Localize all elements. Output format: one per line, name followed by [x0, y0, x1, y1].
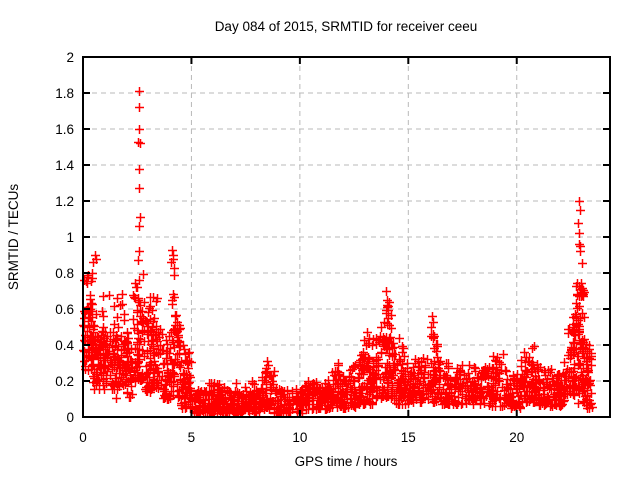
x-tick-label: 10 [292, 430, 307, 445]
y-tick-label: 0.2 [55, 374, 74, 389]
x-tick-label: 15 [401, 430, 416, 445]
axis-ticks [82, 56, 610, 418]
x-tick-label: 0 [79, 430, 87, 445]
y-tick-label: 2 [66, 50, 74, 65]
y-tick-label: 0.8 [55, 266, 74, 281]
y-tick-label: 0.6 [55, 302, 74, 317]
y-tick-label: 0.4 [55, 338, 74, 353]
axis-tick-labels: 0 5 10 15 20 0 0.2 0.4 0.6 0.8 1 1.2 1.4 1.6 1.8 2 [55, 50, 524, 445]
x-tick-label: 20 [509, 430, 524, 445]
grid-lines [83, 57, 610, 417]
scatter-points [79, 87, 597, 418]
x-tick-label: 5 [188, 430, 196, 445]
y-tick-label: 1.6 [55, 122, 74, 137]
y-tick-label: 0 [66, 410, 74, 425]
y-tick-label: 1 [66, 230, 74, 245]
y-tick-label: 1.4 [55, 158, 74, 173]
y-tick-label: 1.2 [55, 194, 74, 209]
y-axis-label: SRMTID / TECUs [6, 184, 21, 291]
scatter-marker-path [79, 87, 597, 418]
chart-title: Day 084 of 2015, SRMTID for receiver cee… [215, 19, 478, 34]
y-tick-label: 1.8 [55, 86, 74, 101]
x-axis-label: GPS time / hours [295, 454, 398, 469]
